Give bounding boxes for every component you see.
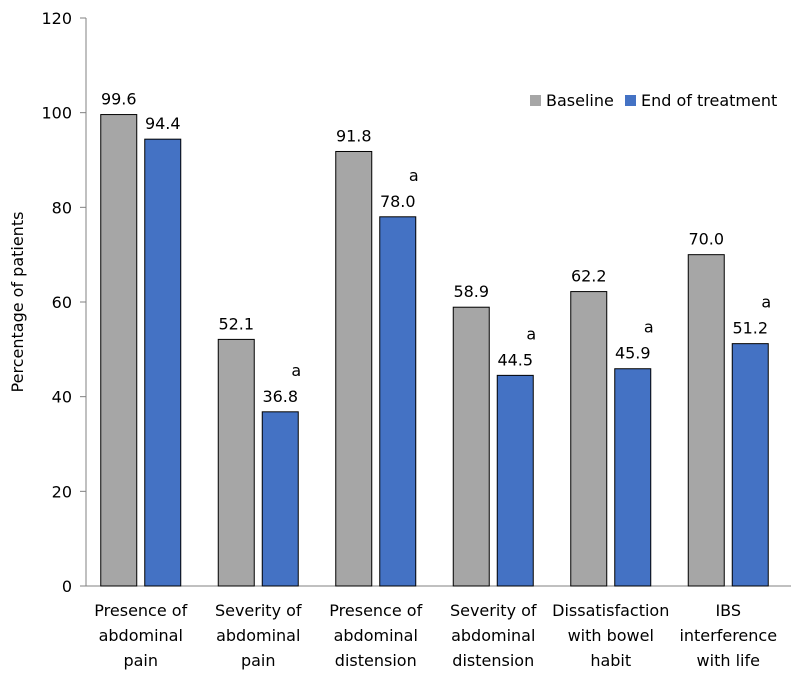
category-label: pain <box>123 651 158 670</box>
y-tick-label: 100 <box>41 104 72 123</box>
legend-label: End of treatment <box>641 91 777 110</box>
category-label: Dissatisfaction <box>552 601 669 620</box>
category-label: Severity of <box>450 601 537 620</box>
bar-end-of-treatment <box>379 216 417 587</box>
bars-group: 99.6 94.4 52.1 36.8 a 91.8 78.0 a 58.9 44.5 a 62.2 4… <box>100 90 771 587</box>
bar-end-of-treatment <box>731 343 769 587</box>
data-label: 78.0 <box>380 192 416 211</box>
legend-swatch-end-of-treatment <box>625 95 636 106</box>
category-label: pain <box>241 651 276 670</box>
bar-baseline <box>217 338 255 587</box>
category-label: abdominal <box>451 626 535 645</box>
category-label: Presence of <box>329 601 422 620</box>
y-axis: 0 20 40 60 80 100 120 <box>41 9 87 596</box>
category-label: Presence of <box>94 601 187 620</box>
category-labels: Presence of abdominal pain Severity of abdom… <box>94 601 777 670</box>
significance-marker: a <box>761 293 771 312</box>
y-tick-label: 20 <box>52 482 72 501</box>
data-label: 52.1 <box>218 314 254 333</box>
category-label: IBS <box>715 601 741 620</box>
data-label: 99.6 <box>101 90 137 109</box>
bar-baseline <box>100 114 138 587</box>
bar-baseline <box>687 254 725 587</box>
bar-baseline <box>335 150 373 587</box>
category-label: abdominal <box>334 626 418 645</box>
legend-swatch-baseline <box>530 95 541 106</box>
data-label: 62.2 <box>571 267 607 286</box>
bar-baseline <box>452 306 490 587</box>
bar-end-of-treatment <box>496 374 534 587</box>
significance-marker: a <box>291 361 301 380</box>
y-axis-title: Percentage of patients <box>8 212 27 393</box>
data-label: 44.5 <box>497 350 533 369</box>
data-label: 94.4 <box>145 114 181 133</box>
data-label: 91.8 <box>336 126 372 145</box>
data-label: 51.2 <box>732 319 768 338</box>
category-label: with bowel <box>568 626 654 645</box>
category-label: habit <box>590 651 631 670</box>
data-label: 45.9 <box>615 344 651 363</box>
significance-marker: a <box>644 318 654 337</box>
legend-label: Baseline <box>546 91 614 110</box>
y-axis-ticks: 0 20 40 60 80 100 120 <box>41 9 86 596</box>
y-tick-label: 80 <box>52 198 72 217</box>
data-label: 58.9 <box>453 282 489 301</box>
y-tick-label: 120 <box>41 9 72 28</box>
significance-marker: a <box>409 166 419 185</box>
category-label: Severity of <box>215 601 302 620</box>
y-tick-label: 60 <box>52 293 72 312</box>
category-label: abdominal <box>99 626 183 645</box>
bar-end-of-treatment <box>614 368 652 587</box>
category-label: with life <box>697 651 760 670</box>
data-label: 70.0 <box>688 230 724 249</box>
category-label: abdominal <box>216 626 300 645</box>
category-label: distension <box>335 651 417 670</box>
category-label: interference <box>679 626 777 645</box>
bar-baseline <box>570 291 608 587</box>
y-tick-label: 0 <box>62 577 72 596</box>
bar-end-of-treatment <box>261 411 299 587</box>
legend: Baseline End of treatment <box>530 91 777 110</box>
data-label: 36.8 <box>262 387 298 406</box>
y-tick-label: 40 <box>52 388 72 407</box>
significance-marker: a <box>526 324 536 343</box>
category-label: distension <box>452 651 534 670</box>
bar-end-of-treatment <box>144 138 182 587</box>
